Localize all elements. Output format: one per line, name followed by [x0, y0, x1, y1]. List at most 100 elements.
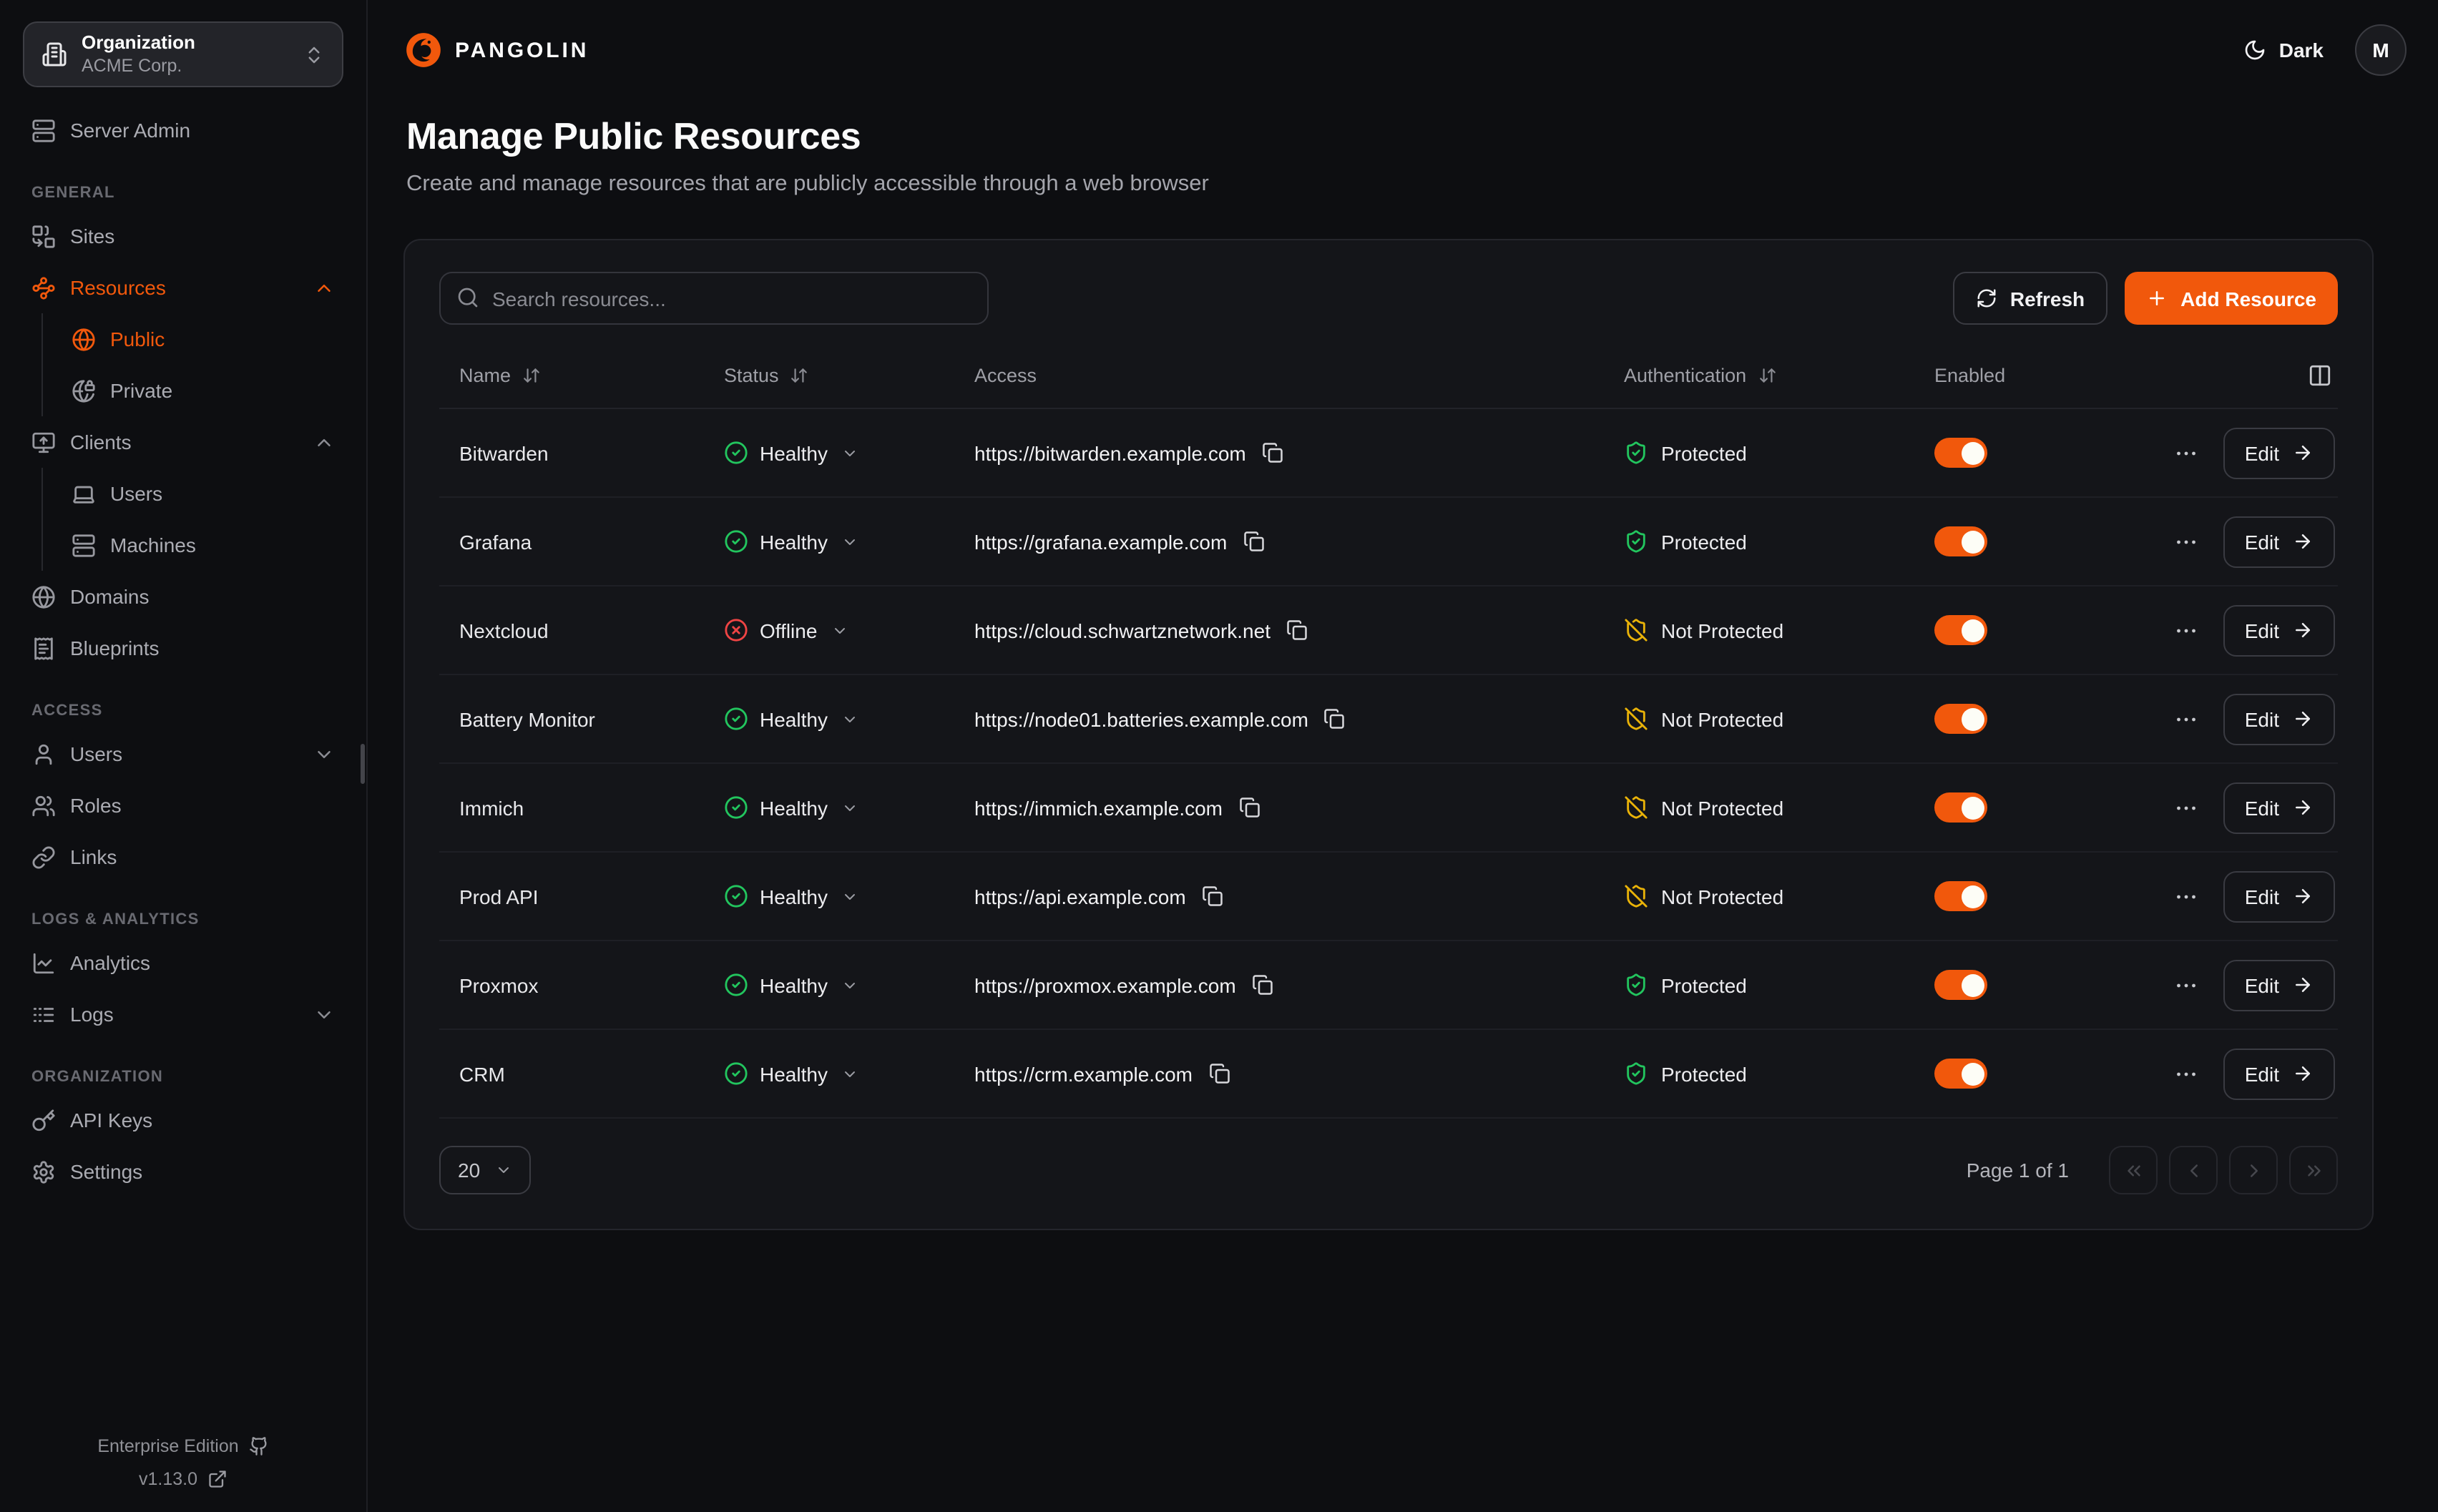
edit-button[interactable]: Edit [2223, 427, 2335, 478]
org-switcher[interactable]: Organization ACME Corp. [23, 21, 343, 87]
search-input[interactable] [439, 272, 989, 325]
sidebar-item-links[interactable]: Links [20, 831, 346, 883]
table-row: Nextcloud Offline https://cloud.schwartz… [439, 586, 2338, 675]
sidebar-item-domains[interactable]: Domains [20, 571, 346, 622]
copy-icon [1239, 797, 1259, 818]
row-menu-button[interactable] [2173, 529, 2199, 554]
copy-url-button[interactable] [1324, 708, 1346, 730]
edit-button[interactable]: Edit [2223, 516, 2335, 567]
status-badge[interactable]: Healthy [724, 441, 859, 465]
section-label-organization: ORGANIZATION [31, 1069, 164, 1086]
sidebar-item-resources[interactable]: Resources [20, 262, 346, 313]
sort-icon[interactable] [790, 365, 809, 384]
copy-url-button[interactable] [1202, 885, 1223, 907]
row-menu-button[interactable] [2173, 972, 2199, 998]
sidebar-item-settings[interactable]: Settings [20, 1146, 346, 1197]
edit-button[interactable]: Edit [2223, 782, 2335, 833]
brand[interactable]: PANGOLIN [405, 31, 589, 69]
row-menu-button[interactable] [2173, 883, 2199, 909]
status-badge[interactable]: Offline [724, 618, 848, 642]
sidebar-item-client-users[interactable]: Users [60, 468, 346, 519]
first-page-button[interactable] [2109, 1146, 2158, 1194]
copy-url-button[interactable] [1238, 797, 1260, 818]
add-resource-button[interactable]: Add Resource [2125, 272, 2338, 325]
column-header-name[interactable]: Name [439, 364, 704, 386]
column-header-status[interactable]: Status [704, 364, 954, 386]
enabled-toggle[interactable] [1934, 881, 1987, 911]
copy-icon [1202, 886, 1223, 906]
sidebar-item-private[interactable]: Private [60, 365, 346, 416]
sort-icon[interactable] [522, 365, 541, 384]
moon-icon [2245, 40, 2265, 60]
key-icon [32, 1109, 55, 1131]
sort-icon[interactable] [1758, 365, 1776, 384]
edit-button[interactable]: Edit [2223, 604, 2335, 656]
sidebar-item-analytics[interactable]: Analytics [20, 937, 346, 988]
column-settings-button[interactable] [2308, 363, 2332, 387]
copy-url-button[interactable] [1262, 442, 1283, 463]
sidebar-item-users[interactable]: Users [20, 728, 346, 780]
sidebar-item-clients[interactable]: Clients [20, 416, 346, 468]
status-badge[interactable]: Healthy [724, 884, 859, 908]
page-size-select[interactable]: 20 [439, 1146, 531, 1194]
sidebar-item-blueprints[interactable]: Blueprints [20, 622, 346, 674]
arrow-right-icon [2296, 800, 2310, 815]
external-link-icon [209, 1471, 226, 1488]
edit-button[interactable]: Edit [2223, 959, 2335, 1011]
copy-url-button[interactable] [1286, 619, 1308, 641]
ellipsis-icon [2176, 539, 2195, 544]
last-page-button[interactable] [2289, 1146, 2338, 1194]
row-menu-button[interactable] [2173, 795, 2199, 820]
sidebar-item-machines[interactable]: Machines [60, 519, 346, 571]
sidebar-item-public[interactable]: Public [60, 313, 346, 365]
status-badge[interactable]: Healthy [724, 529, 859, 554]
status-badge[interactable]: Healthy [724, 973, 859, 997]
row-menu-button[interactable] [2173, 617, 2199, 643]
enabled-toggle[interactable] [1934, 1059, 1987, 1089]
copy-url-button[interactable] [1208, 1063, 1230, 1084]
circle-check-icon [725, 885, 748, 908]
clients-subgroup: Users Machines [41, 468, 346, 571]
edit-button[interactable]: Edit [2223, 870, 2335, 922]
status-badge[interactable]: Healthy [724, 707, 859, 731]
next-page-button[interactable] [2229, 1146, 2278, 1194]
circle-check-icon [725, 796, 748, 819]
sidebar-item-sites[interactable]: Sites [20, 210, 346, 262]
row-menu-button[interactable] [2173, 1061, 2199, 1086]
sidebar-item-api-keys[interactable]: API Keys [20, 1094, 346, 1146]
sidebar-item-server-admin[interactable]: Server Admin [20, 104, 346, 156]
column-header-authentication[interactable]: Authentication [1604, 364, 1914, 386]
enabled-toggle[interactable] [1934, 615, 1987, 645]
refresh-button[interactable]: Refresh [1952, 272, 2108, 325]
status-cell: Healthy [704, 973, 954, 997]
edit-button[interactable]: Edit [2223, 693, 2335, 745]
version-link[interactable]: v1.13.0 [139, 1469, 227, 1489]
access-cell: https://proxmox.example.com [954, 973, 1604, 996]
edit-label: Edit [2244, 973, 2279, 996]
previous-page-button[interactable] [2169, 1146, 2218, 1194]
status-badge[interactable]: Healthy [724, 795, 859, 820]
enabled-toggle[interactable] [1934, 438, 1987, 468]
row-menu-button[interactable] [2173, 706, 2199, 732]
row-menu-button[interactable] [2173, 440, 2199, 466]
access-cell: https://node01.batteries.example.com [954, 707, 1604, 730]
sidebar-item-label: Domains [70, 585, 150, 608]
copy-icon [1252, 975, 1273, 995]
enabled-toggle[interactable] [1934, 704, 1987, 734]
enabled-toggle[interactable] [1934, 792, 1987, 823]
edit-button[interactable]: Edit [2223, 1048, 2335, 1099]
copy-url-button[interactable] [1243, 531, 1264, 552]
edition-link[interactable]: Enterprise Edition [97, 1436, 268, 1456]
sidebar-item-roles[interactable]: Roles [20, 780, 346, 831]
sidebar-scrollbar-thumb[interactable] [361, 744, 365, 784]
sidebar-item-label: Roles [70, 794, 122, 817]
sidebar-item-logs[interactable]: Logs [20, 988, 346, 1040]
copy-url-button[interactable] [1252, 974, 1273, 996]
toggle-knob [1961, 973, 1984, 996]
status-badge[interactable]: Healthy [724, 1061, 859, 1086]
shield-check-icon [1627, 973, 1645, 996]
avatar[interactable]: M [2355, 24, 2407, 76]
enabled-toggle[interactable] [1934, 970, 1987, 1000]
enabled-toggle[interactable] [1934, 526, 1987, 556]
theme-toggle[interactable]: Dark [2243, 39, 2324, 62]
